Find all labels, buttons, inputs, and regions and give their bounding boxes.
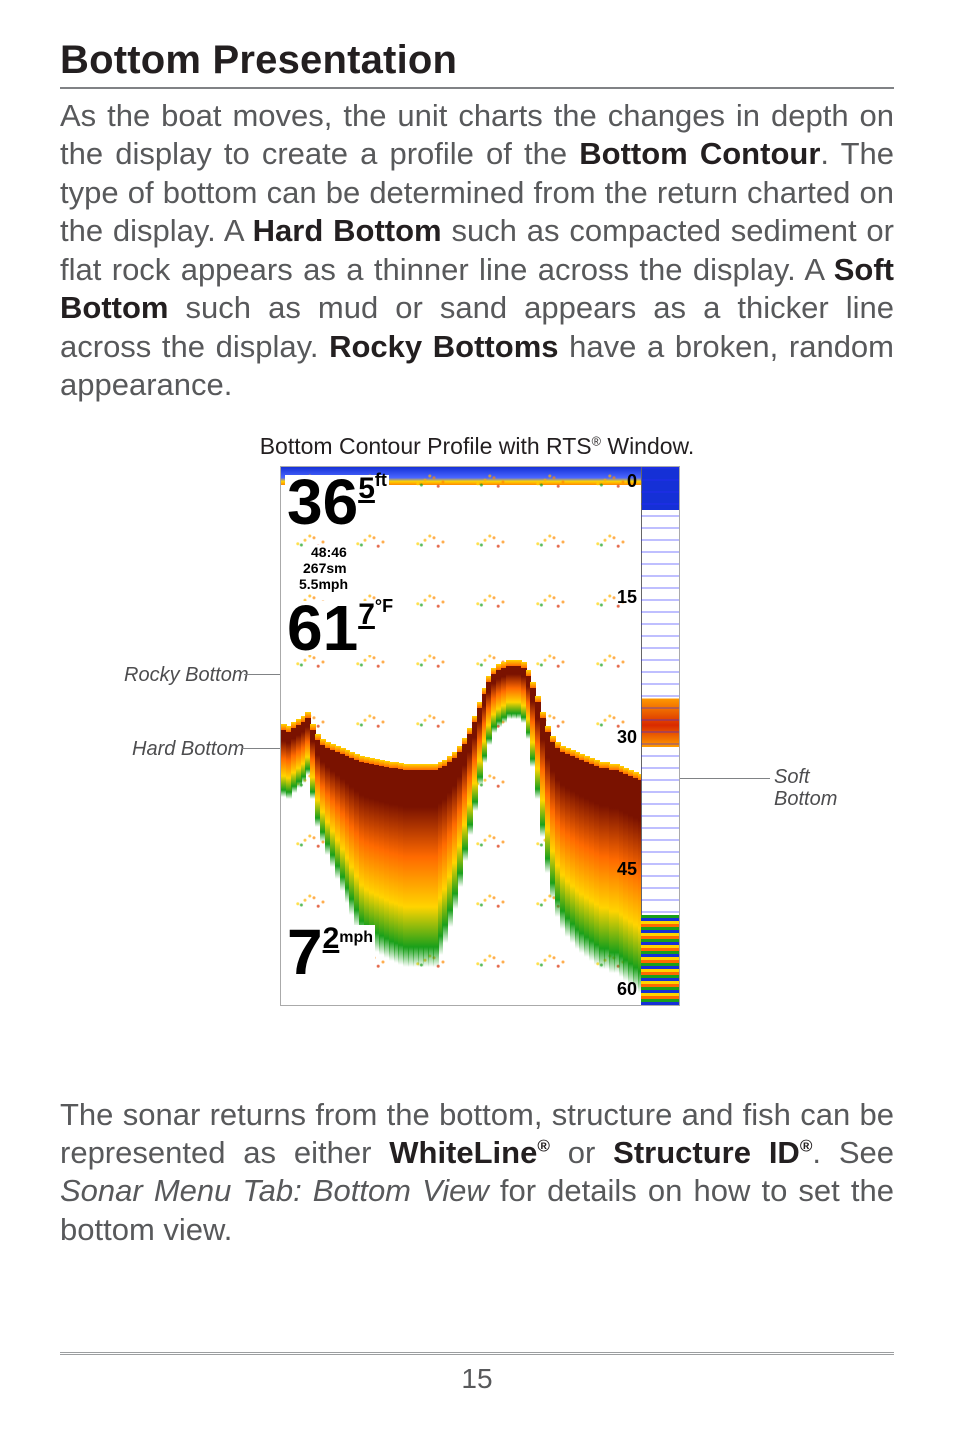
callout-hard-bottom: Hard Bottom [132, 738, 244, 761]
figure-caption: Bottom Contour Profile with RTS® Window. [60, 433, 894, 460]
sonar-area: Rocky Bottom Hard Bottom Soft Bottom [60, 466, 894, 1026]
depth-tenths: 5 [358, 472, 375, 505]
depth-tick: 45 [617, 859, 637, 880]
intro-paragraph: As the boat moves, the unit charts the c… [60, 97, 894, 405]
section-title: Bottom Presentation [60, 38, 894, 89]
distance-readout: 267sm [303, 561, 347, 576]
callout-line [676, 778, 770, 779]
callout-soft-bottom-1: Soft [774, 766, 810, 789]
depth-unit: ft [375, 470, 387, 490]
contour-crust [526, 670, 532, 676]
contour-crust [521, 662, 527, 668]
page-number: 15 [0, 1363, 954, 1395]
callout-soft-bottom-2: Bottom [774, 788, 837, 811]
temp-readout: 617°F [285, 601, 395, 655]
contour-crust [545, 726, 551, 732]
page: Bottom Presentation As the boat moves, t… [0, 0, 954, 1431]
depth-value: 36 [287, 466, 358, 538]
figure: Bottom Contour Profile with RTS® Window.… [60, 433, 894, 1026]
speed-big-readout: 72mph [285, 925, 375, 979]
temp-value: 61 [287, 592, 358, 664]
depth-tick: 15 [617, 587, 637, 608]
rts-window [641, 467, 679, 1005]
speed-big-tenths: 2 [323, 922, 340, 955]
contour-crust [530, 682, 536, 688]
contour-crust [540, 712, 546, 718]
speed-big-value: 7 [287, 916, 323, 988]
time-readout: 48:46 [311, 545, 347, 560]
speed-small-readout: 5.5mph [299, 577, 348, 592]
contour-crust [535, 696, 541, 702]
bottom-paragraph: The sonar returns from the bottom, struc… [60, 1096, 894, 1250]
contour-crust [310, 724, 316, 730]
contour-crust [305, 712, 311, 718]
footer-rule [60, 1352, 894, 1355]
depth-tick: 60 [617, 979, 637, 1000]
callout-rocky-bottom: Rocky Bottom [124, 664, 248, 687]
depth-readout: 365ft [285, 475, 389, 529]
speed-big-unit: mph [339, 929, 373, 946]
depth-tick: 30 [617, 727, 637, 748]
depth-tick: 0 [627, 471, 637, 492]
temp-tenths: 7 [358, 598, 375, 631]
temp-unit: °F [375, 596, 393, 616]
rts-bottom-band [641, 915, 679, 1005]
sonar-screen: 0 15 30 45 60 365ft 48:46 267sm 5.5mph 6… [280, 466, 680, 1006]
